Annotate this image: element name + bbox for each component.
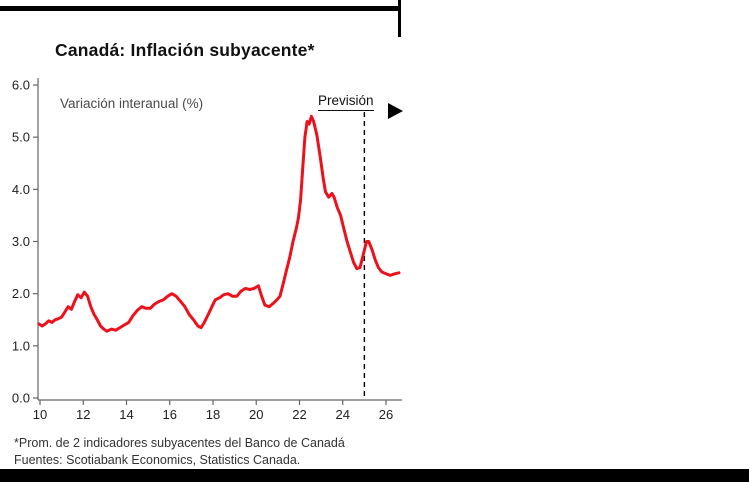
x-tick-label: 18 <box>206 407 220 422</box>
footnote-definition: *Prom. de 2 indicadores subyacentes del … <box>14 436 345 450</box>
y-tick-label: 3.0 <box>12 234 30 249</box>
top-right-border-line <box>398 0 401 37</box>
forecast-label: Previsión <box>318 93 374 111</box>
x-tick-label: 24 <box>336 407 350 422</box>
chart-tick-marks <box>33 84 387 405</box>
y-tick-label: 1.0 <box>12 338 30 353</box>
y-tick-label: 2.0 <box>12 286 30 301</box>
top-divider-bar <box>0 6 401 11</box>
x-tick-label: 16 <box>163 407 177 422</box>
chart-title: Canadá: Inflación subyacente* <box>55 40 315 60</box>
inflation-series-line <box>37 114 401 333</box>
y-tick-label: 6.0 <box>12 78 30 93</box>
yaxis-unit-annotation: Variación interanual (%) <box>60 96 204 111</box>
x-tick-label: 10 <box>33 407 47 422</box>
y-tick-label: 4.0 <box>12 182 30 197</box>
chart-tick-labels: 0.0 1.0 2.0 3.0 4.0 5.0 6.0 10 12 14 16 18 20 22 24 26 <box>12 78 393 423</box>
bottom-divider-bar <box>0 469 749 482</box>
x-tick-label: 12 <box>76 407 90 422</box>
inflation-line-chart: 0.0 1.0 2.0 3.0 4.0 5.0 6.0 10 12 14 16 18 20 22 24 26 <box>12 78 402 423</box>
y-tick-label: 5.0 <box>12 130 30 145</box>
x-tick-label: 14 <box>119 407 133 422</box>
footnote-sources: Fuentes: Scotiabank Economics, Statistic… <box>14 453 301 467</box>
y-tick-label: 0.0 <box>12 391 30 406</box>
forecast-arrow-icon <box>388 103 403 119</box>
x-tick-label: 26 <box>379 407 393 422</box>
x-tick-label: 20 <box>249 407 263 422</box>
x-tick-label: 22 <box>292 407 306 422</box>
